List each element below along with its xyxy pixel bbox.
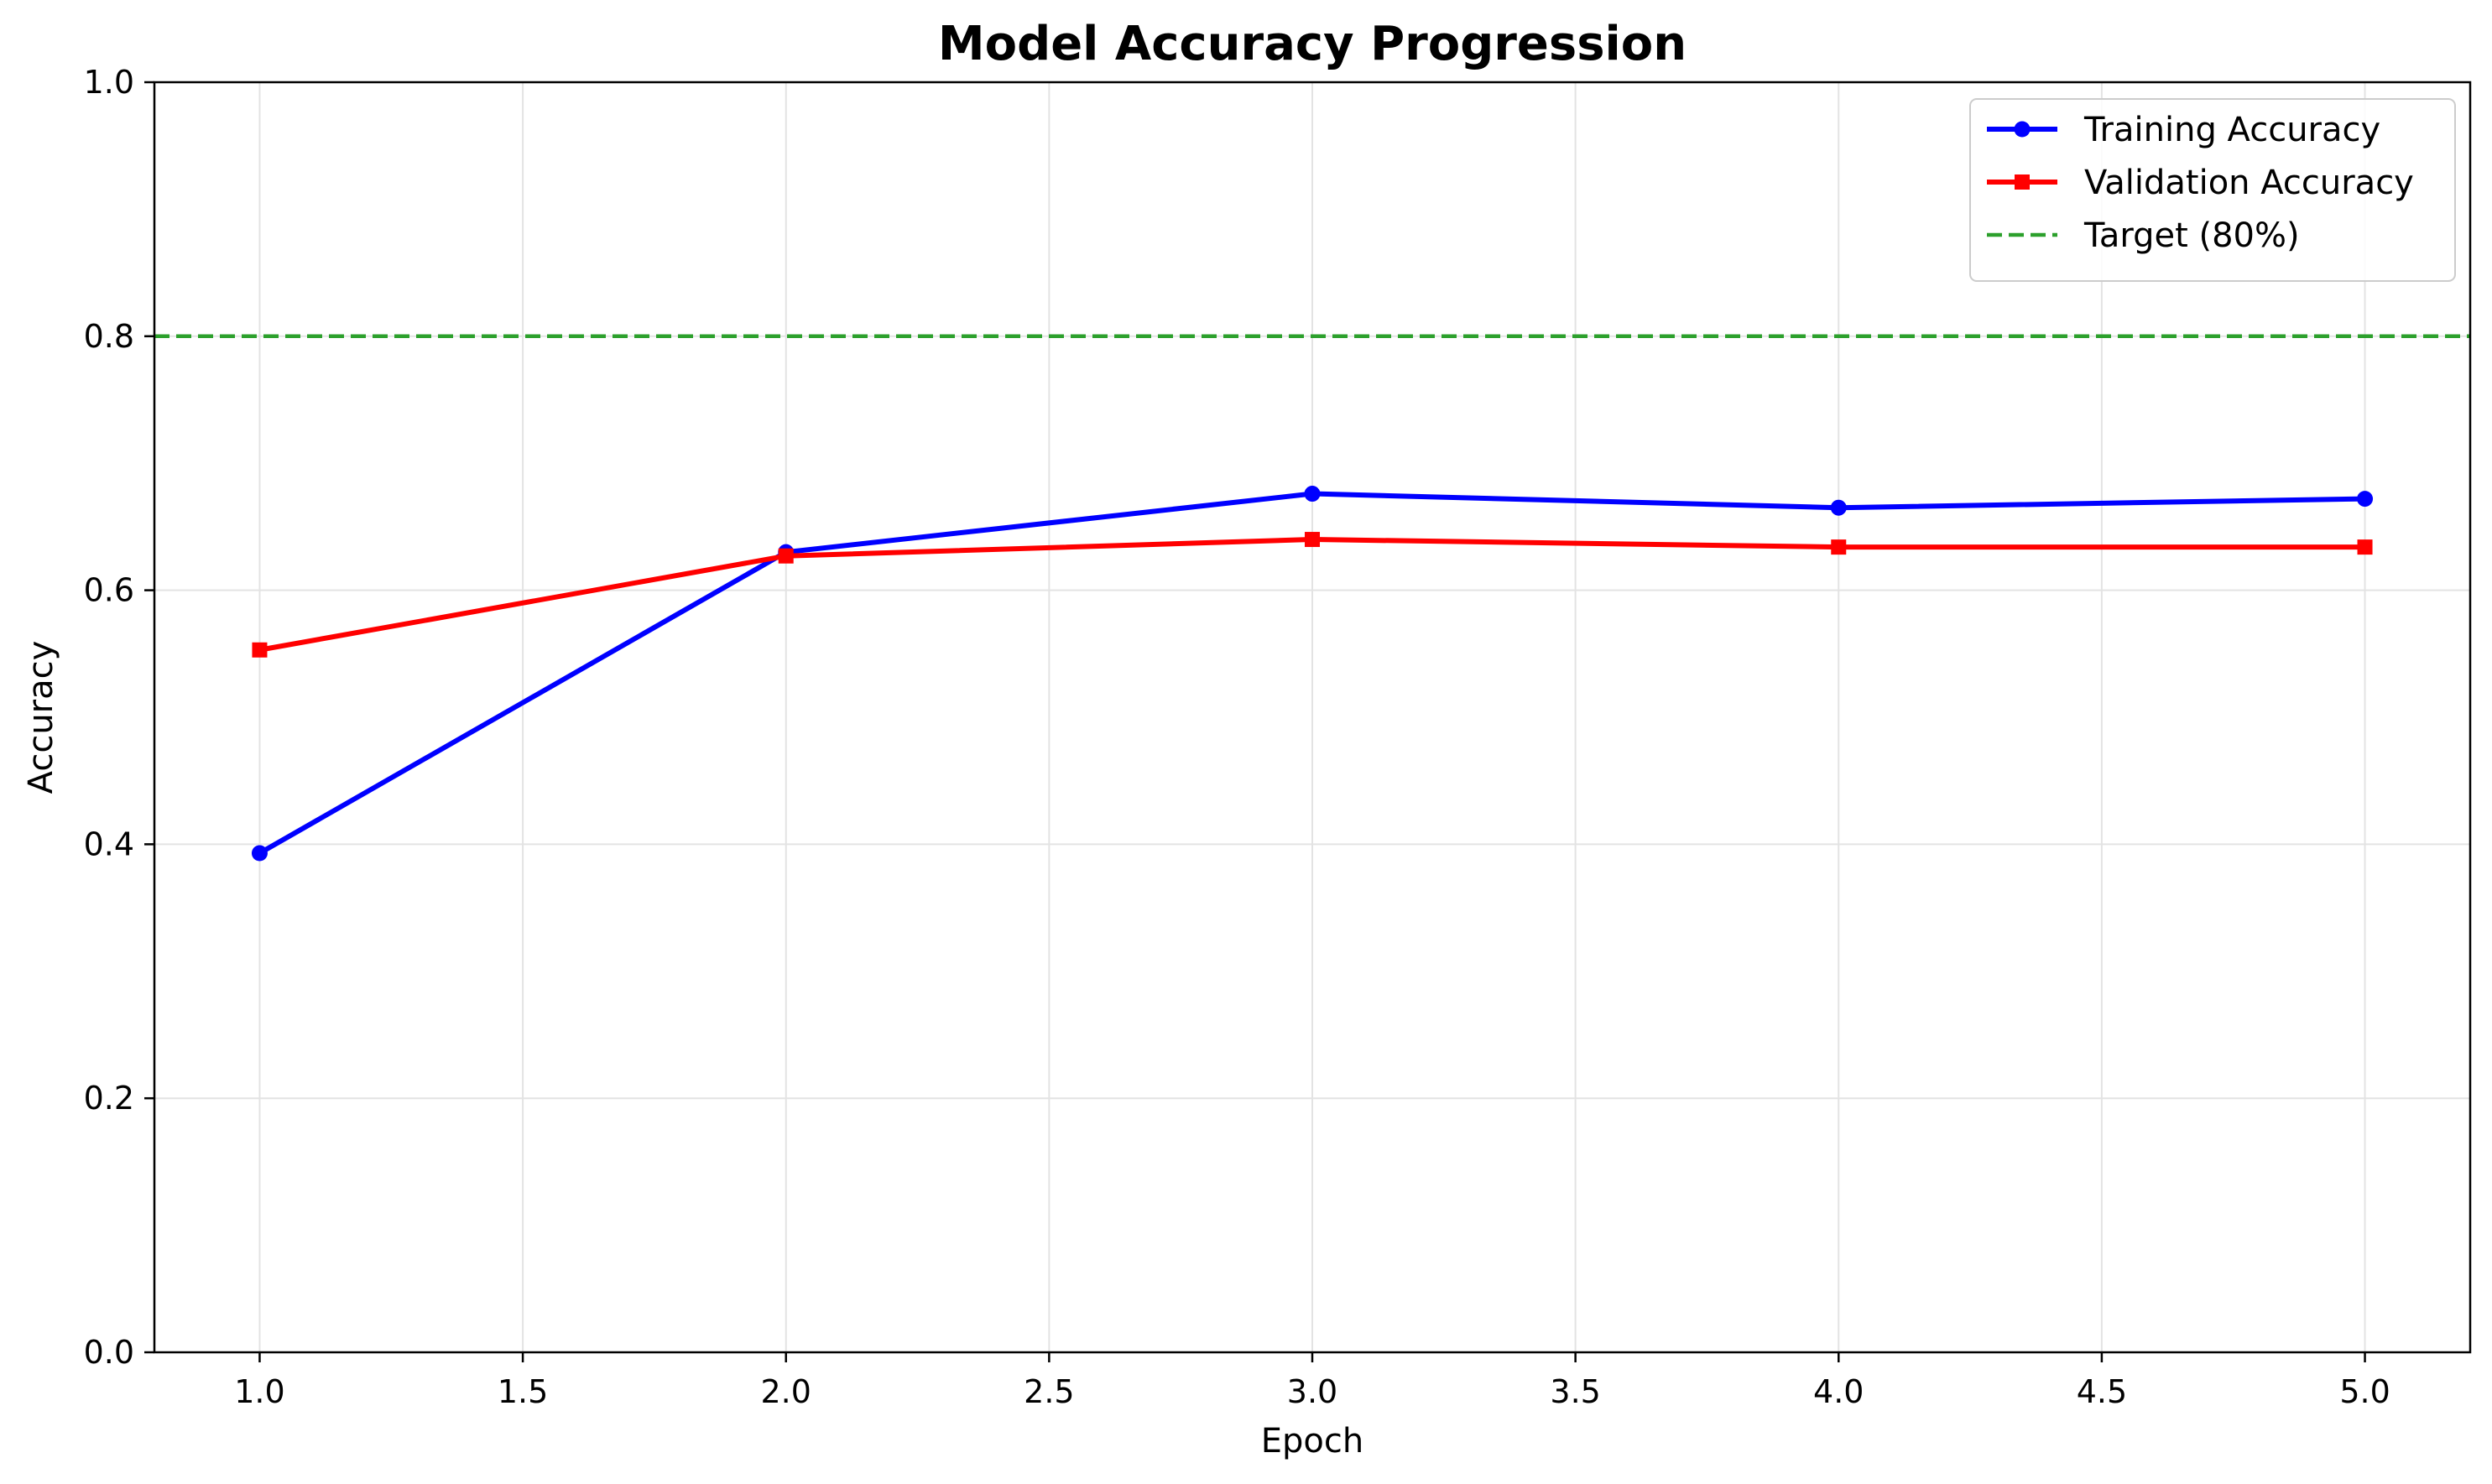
legend: Training Accuracy Validation Accuracy Targ… bbox=[1969, 98, 2456, 282]
series-validation-accuracy bbox=[252, 532, 2373, 658]
x-tick-label: 2.5 bbox=[1024, 1373, 1074, 1410]
x-tick-label: 1.5 bbox=[498, 1373, 548, 1410]
y-tick-label: 0.0 bbox=[84, 1334, 134, 1371]
x-tick-label: 5.0 bbox=[2339, 1373, 2390, 1410]
y-tick-label: 0.4 bbox=[84, 825, 134, 862]
y-tick-label: 1.0 bbox=[84, 64, 134, 101]
y-tick-label: 0.2 bbox=[84, 1080, 134, 1117]
y-tick-label: 0.8 bbox=[84, 318, 134, 355]
x-tick-label: 3.0 bbox=[1287, 1373, 1337, 1410]
legend-label: Training Accuracy bbox=[2083, 111, 2380, 149]
data-series bbox=[251, 486, 2374, 862]
legend-label: Validation Accuracy bbox=[2084, 164, 2414, 202]
data-point bbox=[251, 845, 268, 862]
chart-title: Model Accuracy Progression bbox=[938, 17, 1687, 71]
legend-marker bbox=[2014, 121, 2031, 138]
data-point bbox=[2357, 539, 2373, 555]
legend-item-target-80: Target (80%) bbox=[1987, 216, 2300, 255]
axis-ticks: 1.0 1.5 2.0 2.5 3.0 3.5 4.0 4.5 5.0 0.0 0.2 0.4 0.6 0… bbox=[84, 64, 2390, 1410]
x-tick-label: 3.5 bbox=[1550, 1373, 1600, 1410]
data-point bbox=[1831, 539, 1847, 555]
legend-box bbox=[1969, 98, 2456, 282]
legend-item-training-accuracy: Training Accuracy bbox=[1987, 111, 2380, 149]
x-tick-label: 4.5 bbox=[2077, 1373, 2127, 1410]
legend-item-validation-accuracy: Validation Accuracy bbox=[1987, 164, 2414, 202]
y-tick-label: 0.6 bbox=[84, 572, 134, 609]
data-point bbox=[252, 642, 268, 658]
data-point bbox=[1305, 532, 1320, 548]
data-point bbox=[1304, 486, 1321, 502]
y-axis-label: Accuracy bbox=[22, 641, 60, 794]
legend-marker bbox=[2015, 174, 2030, 190]
data-point bbox=[2357, 491, 2374, 508]
x-tick-label: 4.0 bbox=[1813, 1373, 1864, 1410]
data-point bbox=[778, 548, 794, 564]
x-tick-label: 1.0 bbox=[234, 1373, 284, 1410]
legend-label: Target (80%) bbox=[2083, 216, 2300, 255]
data-point bbox=[1830, 499, 1847, 516]
x-tick-label: 2.0 bbox=[761, 1373, 811, 1410]
x-axis-label: Epoch bbox=[1261, 1422, 1363, 1461]
